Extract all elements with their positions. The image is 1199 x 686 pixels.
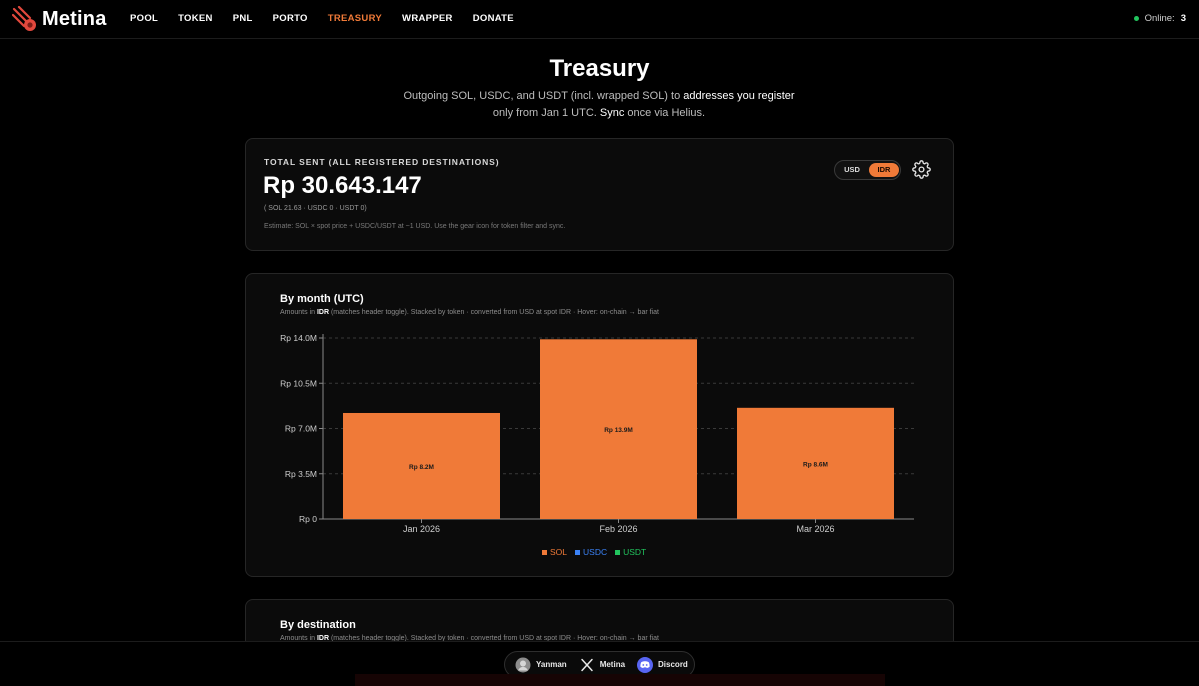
token-breakdown: ( SOL 21.63 · USDC 0 · USDT 0) [264, 205, 367, 212]
legend-swatch [542, 549, 547, 555]
legend-item-sol[interactable]: SOL [542, 547, 567, 557]
y-tick-label: Rp 0 [299, 514, 317, 524]
nav-item-pool[interactable]: POOL [130, 13, 159, 24]
x-tick-label: Feb 2026 [599, 524, 637, 534]
bar-data-label: Rp 8.2M [409, 464, 434, 471]
nav-item-wrapper[interactable]: WRAPPER [402, 13, 453, 24]
brand-name: Metina [42, 7, 107, 30]
by-month-description: Amounts in IDR (matches header toggle). … [280, 309, 659, 316]
subtitle-text-3: once via Helius. [624, 106, 706, 119]
nav-links: POOL TOKEN PNL PORTO TREASURY WRAPPER DO… [130, 13, 534, 24]
legend-label: USDC [583, 547, 608, 557]
by-month-title: By month (UTC) [280, 293, 364, 305]
nav-item-pnl[interactable]: PNL [232, 13, 253, 24]
x-tick-label: Mar 2026 [796, 524, 834, 534]
bar-sol [737, 407, 894, 519]
subtitle-text-2: only from Jan 1 UTC. [492, 106, 600, 119]
y-tick-label: Rp 7.0M [285, 424, 317, 434]
y-tick-label: Rp 3.5M [285, 469, 317, 479]
by-destination-title: By destination [280, 619, 356, 631]
page-title: Treasury [549, 55, 650, 82]
meteor-logo-icon [12, 6, 36, 31]
total-sent-label: TOTAL SENT (ALL REGISTERED DESTINATIONS) [264, 157, 500, 167]
estimate-note: Estimate: SOL × spot price + USDC/USDT a… [264, 223, 566, 230]
desc-prefix: Amounts in [280, 309, 317, 316]
online-count: 3 [1180, 13, 1186, 24]
bar-data-label: Rp 8.6M [803, 461, 828, 468]
desc-currency: IDR [316, 309, 330, 316]
footer-link-yanman[interactable]: Yanman [515, 657, 567, 673]
footer-link-label: Metina [599, 660, 626, 669]
subtitle-text-1: Outgoing SOL, USDC, and USDT (incl. wrap… [403, 90, 684, 102]
y-tick-label: Rp 10.5M [280, 378, 317, 388]
legend-swatch [575, 549, 581, 555]
legend-item-usdt[interactable]: USDT [615, 547, 646, 557]
chart-legend: SOL USDC USDT [542, 547, 654, 557]
desc-suffix: (matches header toggle). Stacked by toke… [329, 635, 659, 642]
bar-sol [540, 339, 697, 519]
desc-currency: IDR [316, 635, 330, 642]
nav-item-donate[interactable]: DONATE [472, 13, 514, 24]
by-month-chart: Rp 0 Rp 3.5M Rp 7.0M Rp 10.5M Rp 14.0M Rp 8.2… [280, 333, 914, 534]
currency-usd-button[interactable]: USD [844, 165, 860, 174]
online-status: Online: 3 [1133, 13, 1186, 24]
nav-item-token[interactable]: TOKEN [178, 13, 213, 24]
online-label: Online: [1144, 13, 1175, 24]
discord-icon [637, 656, 654, 673]
legend-item-usdc[interactable]: USDC [575, 547, 607, 557]
x-tick-label: Jan 2026 [403, 524, 440, 534]
legend-swatch [615, 549, 621, 555]
footer-link-label: Discord [658, 660, 688, 669]
footer-links: Yanman Metina Discord [504, 651, 695, 678]
footer-link-label: Yanman [536, 660, 567, 669]
top-nav: Metina POOL TOKEN PNL PORTO TREASURY WRA… [0, 0, 1199, 39]
avatar-icon [515, 657, 531, 672]
status-dot-icon [1133, 16, 1139, 21]
total-sent-card: TOTAL SENT (ALL REGISTERED DESTINATIONS)… [245, 138, 954, 251]
bar-data-label: Rp 13.9M [604, 427, 633, 434]
by-destination-description: Amounts in IDR (matches header toggle). … [280, 635, 659, 642]
footer-link-discord[interactable]: Discord [637, 656, 688, 673]
nav-item-porto[interactable]: PORTO [272, 13, 308, 24]
legend-label: USDT [623, 547, 647, 557]
y-tick-label: Rp 14.0M [280, 333, 317, 343]
gear-icon[interactable] [912, 160, 931, 179]
footer-link-metina[interactable]: Metina [579, 657, 625, 673]
currency-toggle: USD IDR [834, 160, 901, 180]
x-logo-icon [580, 658, 593, 671]
total-sent-amount: Rp 30.643.147 [263, 172, 422, 199]
legend-label: SOL [550, 547, 568, 557]
desc-suffix: (matches header toggle). Stacked by toke… [329, 309, 659, 316]
desc-prefix: Amounts in [280, 635, 317, 642]
brand[interactable]: Metina [12, 6, 107, 32]
subtitle-strong-1: addresses you register [683, 90, 795, 102]
bar-sol [343, 412, 500, 519]
currency-idr-button[interactable]: IDR [869, 163, 899, 177]
subtitle-strong-2: Sync [599, 106, 625, 119]
page-subtitle: Outgoing SOL, USDC, and USDT (incl. wrap… [399, 88, 799, 121]
scroll-glow [355, 674, 885, 686]
by-month-card: By month (UTC) Amounts in IDR (matches h… [245, 273, 954, 577]
nav-item-treasury[interactable]: TREASURY [327, 13, 383, 24]
